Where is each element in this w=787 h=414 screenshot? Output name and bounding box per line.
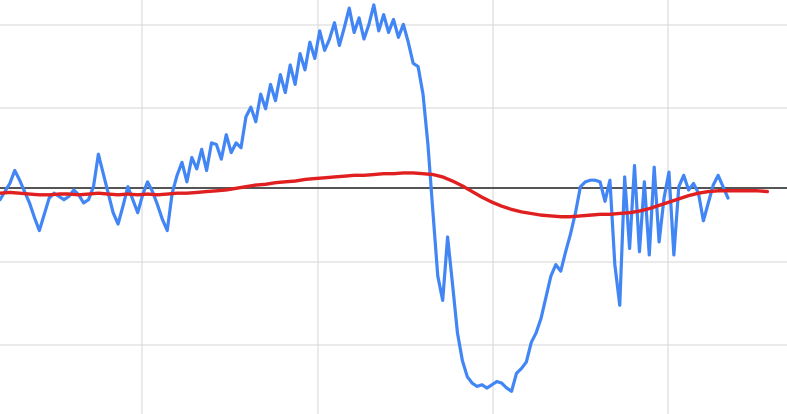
vertical-gridlines: [141, 0, 669, 414]
series-line-volatile-series: [0, 3, 730, 393]
series-line-smooth-series: [0, 171, 770, 219]
series-lines: [0, 3, 770, 393]
